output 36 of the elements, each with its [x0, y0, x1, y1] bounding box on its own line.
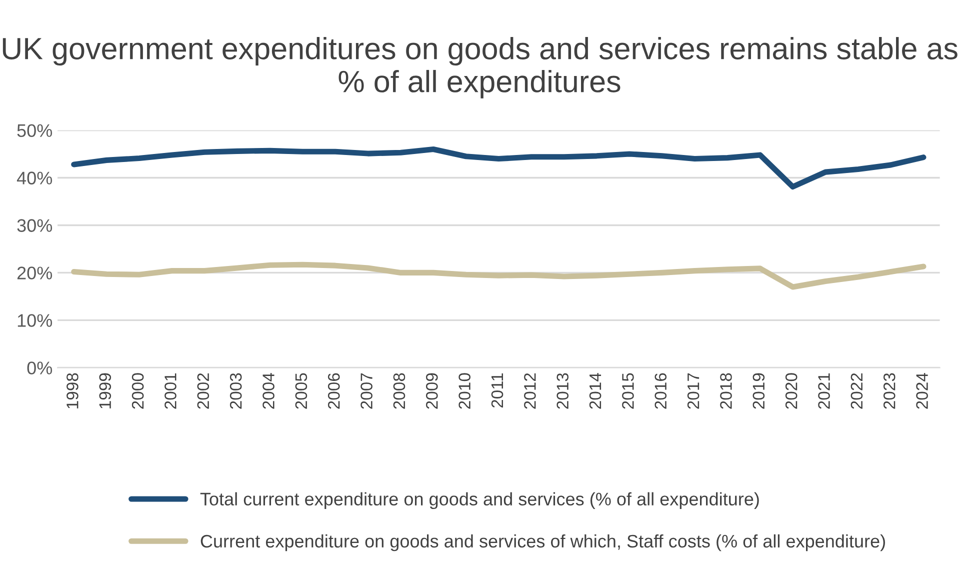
legend-label: Current expenditure on goods and services of which, Staff costs (% of all expenditure) [200, 534, 885, 552]
x-tick-label: 2019 [752, 373, 765, 409]
x-tick-label: 2014 [589, 373, 602, 409]
x-tick-label: 2018 [720, 373, 732, 409]
y-tick-label: 30% [17, 219, 52, 232]
x-tick-label: 2007 [360, 373, 372, 409]
x-tick-label: 2022 [850, 373, 863, 409]
x-tick-label: 2011 [491, 373, 504, 408]
x-tick-label: 2002 [197, 373, 210, 409]
x-tick-label: 2010 [458, 373, 470, 409]
x-tick-label: 2013 [556, 373, 569, 409]
x-tick-label: 1998 [66, 373, 78, 408]
y-tick-label: 0% [27, 362, 52, 374]
x-tick-label: 2004 [262, 373, 274, 409]
y-tick-label: 50% [17, 124, 52, 137]
y-tick-label: 10% [18, 314, 52, 327]
x-tick-label: 2001 [164, 373, 176, 409]
legend-label: Total current expenditure on goods and services (% of all expenditure) [200, 492, 759, 510]
x-tick-label: 2017 [687, 373, 700, 409]
x-tick-label: 2012 [524, 373, 536, 409]
x-tick-label: 2016 [654, 373, 667, 409]
x-tick-label: 2024 [916, 373, 928, 409]
x-tick-label: 2005 [295, 373, 308, 409]
x-tick-label: 2000 [132, 373, 144, 409]
x-tick-label: 2008 [393, 373, 406, 409]
x-tick-label: 2009 [426, 373, 438, 409]
x-tick-label: 1999 [99, 373, 112, 408]
x-tick-label: 2020 [785, 373, 798, 409]
x-tick-label: 2023 [883, 373, 896, 409]
x-tick-label: 2015 [622, 373, 634, 409]
x-tick-label: 2021 [818, 373, 830, 409]
x-tick-label: 2003 [230, 373, 242, 409]
chart-title: UK government expenditures on goods and services remains stable as % of all expenditures [2, 37, 958, 98]
y-tick-label: 20% [17, 266, 52, 280]
x-tick-label: 2006 [328, 373, 340, 409]
y-tick-label: 40% [16, 172, 52, 184]
